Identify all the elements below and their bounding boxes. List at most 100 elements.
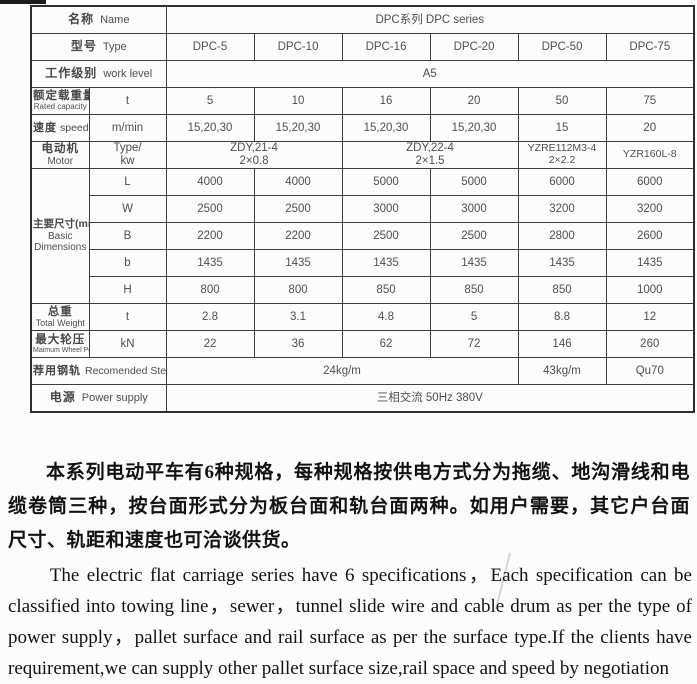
- row-power-supply: 电源 Power supply 三相交流 50Hz 380V: [30, 384, 695, 413]
- dimension-key-cell: W: [88, 195, 167, 223]
- steel-rail-label-zh: 荐用钢轨: [33, 364, 81, 377]
- dimension-cell: 850: [517, 276, 607, 304]
- dimension-cell: 2200: [165, 222, 255, 250]
- capacity-cell: 10: [253, 87, 343, 115]
- speed-label-zh: 速度: [33, 121, 57, 134]
- row-dimension-B: B 2200 2200 2500 2500 2800 2600: [31, 222, 695, 250]
- dimension-cell: 1435: [605, 249, 695, 277]
- paragraph-chinese: 本系列电动平车有6种规格，每种规格按供电方式分为拖缆、地沟滑线和电缆卷筒三种，按…: [8, 462, 690, 551]
- motor-label-en: Motor: [47, 155, 74, 167]
- capacity-label-cell: 额定载重量 Rated capacity: [30, 87, 90, 115]
- dimension-cell: 3200: [605, 195, 695, 223]
- model-cell: DPC-5: [165, 33, 255, 61]
- power-supply-label-cell: 电源 Power supply: [30, 384, 167, 413]
- total-weight-cell: 12: [605, 303, 695, 331]
- model-cell: DPC-75: [605, 33, 695, 61]
- total-weight-label-cell: 总重 Total Weight: [30, 303, 90, 331]
- motor-label-cell: 电动机 Motor: [30, 141, 90, 169]
- power-supply-label-en: Power supply: [81, 392, 148, 405]
- dimension-cell: 5000: [341, 168, 431, 196]
- speed-label-en: speed: [60, 121, 89, 134]
- dimension-key-cell: H: [88, 276, 167, 304]
- speed-cell: 15,20,30: [165, 114, 255, 142]
- wheel-pressure-cell: 22: [165, 330, 255, 358]
- model-cell: DPC-16: [341, 33, 431, 61]
- capacity-cell: 5: [165, 87, 255, 115]
- row-motor: 电动机 Motor Type/ kw ZDY,21-4 2×0.8 ZDY,22…: [30, 141, 695, 169]
- dimension-cell: 4000: [165, 168, 255, 196]
- dimension-cell: 3200: [517, 195, 607, 223]
- capacity-label-zh: 额定载重量: [33, 90, 88, 103]
- dimension-cell: 1000: [605, 276, 695, 304]
- total-weight-cell: 8.8: [517, 303, 607, 331]
- dimension-cell: 1435: [429, 249, 519, 277]
- speed-label-cell: 速度 speed: [30, 114, 90, 142]
- name-label-en: Name: [100, 14, 130, 27]
- type-label-en: Type: [102, 41, 127, 54]
- dimension-cell: 850: [429, 276, 519, 304]
- total-weight-cell: 4.8: [341, 303, 431, 331]
- dimension-cell: 3000: [341, 195, 431, 223]
- work-level-label-en: work level: [103, 68, 153, 81]
- dimension-cell: 6000: [517, 168, 607, 196]
- row-name: 名称 Name DPC系列 DPC series: [30, 5, 695, 34]
- steel-rail-label-cell: 荐用钢轨 Recomended Steel rail: [30, 357, 167, 385]
- row-wheel-pressure: 最大轮压 Maimum Wheel Pessure kN 22 36 62 72…: [30, 330, 695, 358]
- steel-rail-cell: 24kg/m: [165, 357, 519, 385]
- motor-unit-line2: kw: [120, 155, 135, 167]
- speed-cell: 15,20,30: [341, 114, 431, 142]
- dimension-cell: 1435: [165, 249, 255, 277]
- motor-type: YZRE112M3-4: [527, 142, 597, 155]
- dimension-cell: 1435: [341, 249, 431, 277]
- type-label-zh: 型号: [70, 39, 97, 54]
- motor-type: ZDY,21-4: [230, 142, 278, 155]
- dimension-cell: 5000: [429, 168, 519, 196]
- type-label-cell: 型号 Type: [30, 33, 167, 61]
- capacity-label-en: Rated capacity: [33, 101, 87, 111]
- wheel-pressure-cell: 62: [341, 330, 431, 358]
- wheel-pressure-cell: 146: [517, 330, 607, 358]
- wheel-pressure-unit-cell: kN: [88, 330, 167, 358]
- dimension-cell: 1435: [517, 249, 607, 277]
- dimension-key-cell: b: [88, 249, 167, 277]
- series-value-cell: DPC系列 DPC series: [165, 5, 695, 34]
- steel-rail-label-en: Recomended Steel rail: [85, 364, 167, 377]
- row-speed: 速度 speed m/min 15,20,30 15,20,30 15,20,30…: [30, 114, 695, 142]
- motor-group-cell: ZDY,21-4 2×0.8: [165, 141, 343, 169]
- capacity-cell: 75: [605, 87, 695, 115]
- dimension-cell: 2600: [605, 222, 695, 250]
- dimension-cell: 2800: [517, 222, 607, 250]
- dimension-cell: 1435: [253, 249, 343, 277]
- motor-group-cell: YZR160L-8: [605, 141, 695, 169]
- wheel-pressure-cell: 36: [253, 330, 343, 358]
- row-total-weight: 总重 Total Weight t 2.8 3.1 4.8 5 8.8 12: [30, 303, 695, 331]
- speed-cell: 15: [517, 114, 607, 142]
- power-supply-value-cell: 三相交流 50Hz 380V: [165, 384, 695, 413]
- total-weight-unit-cell: t: [88, 303, 167, 331]
- dimension-key-cell: B: [88, 222, 167, 250]
- total-weight-cell: 3.1: [253, 303, 343, 331]
- scan-artifact: [0, 0, 46, 4]
- speed-cell: 20: [605, 114, 695, 142]
- dimension-cell: 800: [253, 276, 343, 304]
- motor-power: 2×2.2: [548, 154, 576, 166]
- motor-unit-line1: Type/: [113, 142, 142, 155]
- total-weight-cell: 5: [429, 303, 519, 331]
- steel-rail-cell: 43kg/m: [517, 357, 607, 385]
- dimension-cell: 3000: [429, 195, 519, 223]
- steel-rail-cell: Qu70: [605, 357, 695, 385]
- total-weight-label-en: Total Weight: [35, 318, 85, 329]
- dimension-cell: 2500: [165, 195, 255, 223]
- motor-power: 2×1.5: [415, 155, 445, 167]
- name-label-zh: 名称: [68, 12, 95, 27]
- motor-power: 2×0.8: [239, 155, 269, 167]
- spec-table: 名称 Name DPC系列 DPC series 型号 Type DPC-5 DPC…: [30, 5, 696, 413]
- work-level-label-cell: 工作级别 work level: [30, 60, 167, 88]
- speed-unit-cell: m/min: [88, 114, 167, 142]
- wheel-pressure-label-zh: 最大轮压: [35, 333, 86, 346]
- dimensions-label-en1: Basic: [48, 230, 73, 242]
- dimension-cell: 6000: [605, 168, 695, 196]
- motor-type: ZDY,22-4: [406, 142, 454, 155]
- total-weight-cell: 2.8: [165, 303, 255, 331]
